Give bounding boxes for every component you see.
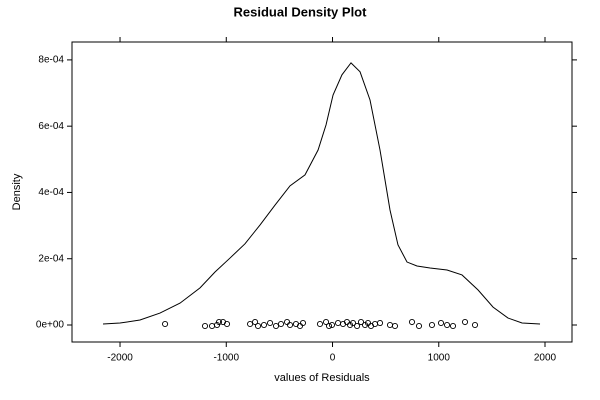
rug-point — [316, 320, 324, 328]
rug-point — [415, 322, 423, 330]
rug-point — [471, 321, 479, 329]
rug-point — [286, 321, 294, 329]
rug-point — [260, 321, 268, 329]
y-tick-label: 6e-04 — [38, 121, 64, 132]
y-axis-label: Density — [11, 173, 23, 210]
rug-point — [449, 322, 457, 330]
x-tick-label: -1000 — [213, 353, 239, 364]
rug-point — [325, 322, 333, 330]
y-tick-label: 8e-04 — [38, 55, 64, 66]
rug-point — [322, 318, 330, 326]
rug-point — [328, 321, 336, 329]
x-axis-label: values of Residuals — [274, 372, 370, 384]
rug-point — [386, 321, 394, 329]
rug-point — [357, 318, 365, 326]
rug-point — [247, 320, 254, 328]
y-tick-label: 4e-04 — [38, 187, 64, 198]
rug-point — [299, 319, 307, 327]
rug-point — [201, 322, 209, 330]
x-tick-label: 2000 — [534, 353, 557, 364]
rug-point — [252, 318, 259, 326]
rug-point — [408, 318, 416, 326]
density-curve — [102, 62, 541, 325]
rug-point — [277, 320, 285, 328]
y-tick-label: 2e-04 — [38, 253, 64, 264]
rug-point — [437, 319, 445, 327]
rug-point — [461, 318, 469, 326]
panel-border — [71, 41, 573, 343]
rug-point — [391, 322, 399, 330]
rug-point — [428, 321, 436, 329]
rug-point — [162, 320, 169, 328]
rug-point — [223, 320, 231, 328]
rug-point — [272, 322, 280, 330]
rug-point — [283, 318, 291, 326]
rug-point — [208, 322, 216, 330]
rug-point — [254, 322, 262, 330]
chart-title: Residual Density Plot — [234, 4, 368, 19]
rug-point — [354, 322, 361, 330]
rug-point — [215, 318, 223, 326]
rug-point — [266, 319, 274, 327]
x-tick-label: -2000 — [107, 353, 133, 364]
rug-point — [376, 319, 384, 327]
rug-point — [349, 319, 357, 327]
rug-point — [334, 319, 342, 327]
x-tick-label: 1000 — [428, 353, 451, 364]
rug-point — [444, 321, 451, 329]
x-tick-label: 0 — [330, 353, 336, 364]
y-tick-label: 0e+00 — [36, 320, 65, 331]
